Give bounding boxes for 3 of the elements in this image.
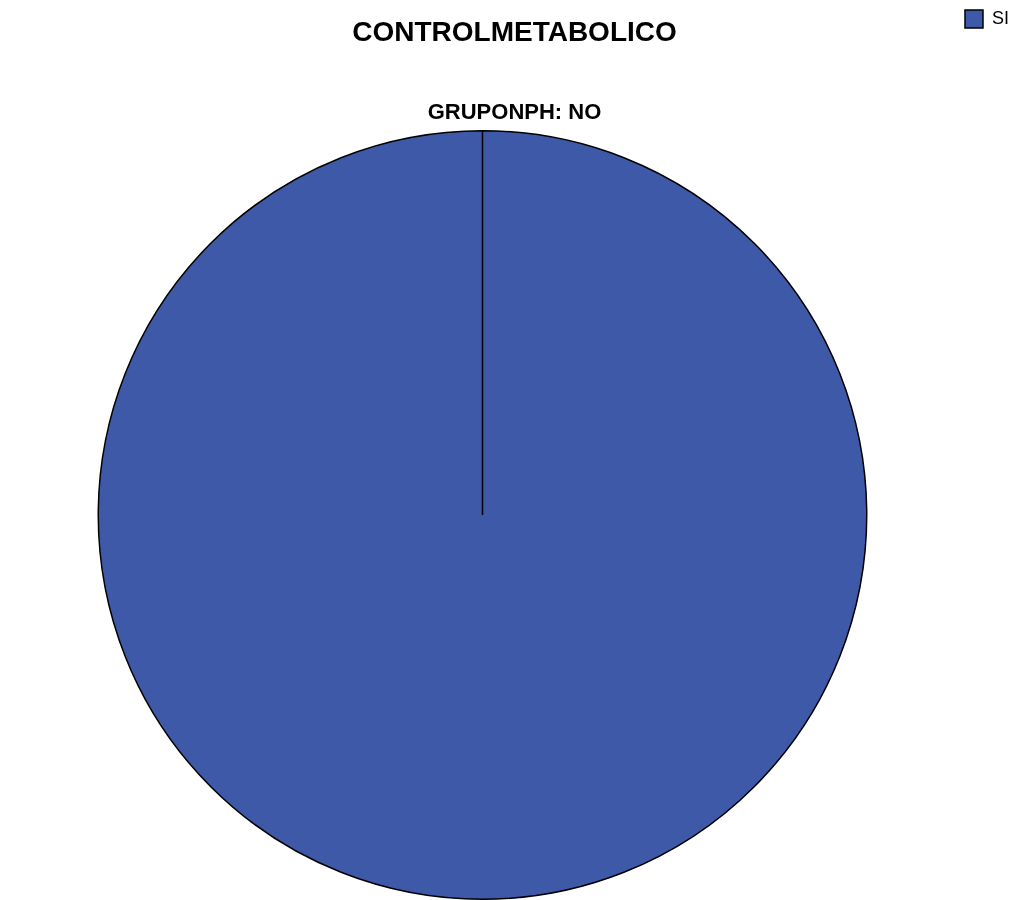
legend-label: SI	[991, 7, 1010, 28]
text: GRUPONPH: NO	[427, 98, 602, 124]
chart-title: CONTROLMETABOLICO	[352, 15, 677, 47]
